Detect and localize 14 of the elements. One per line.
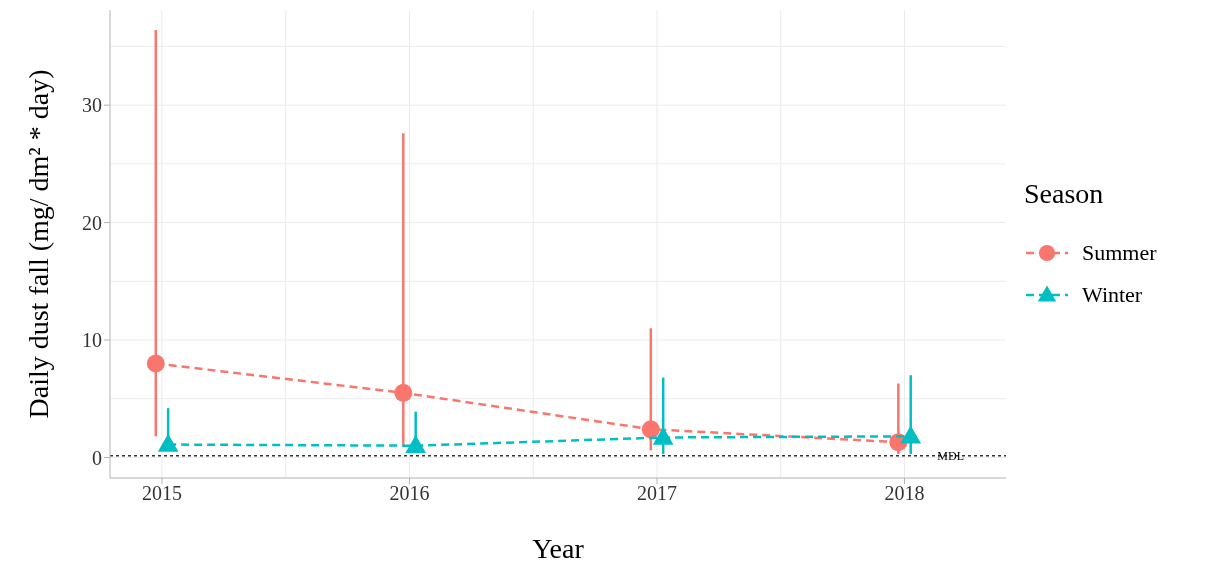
x-axis-title: Year — [532, 533, 585, 564]
y-tick-label: 20 — [82, 211, 102, 234]
x-tick-label: 2017 — [637, 482, 678, 505]
legend-label: Summer — [1082, 240, 1157, 266]
x-tick-label: 2015 — [141, 482, 182, 505]
legend-title: Season — [1024, 178, 1105, 210]
y-axis-title: Daily dust fall (mg/ dm² * day) — [22, 69, 54, 419]
y-tick-label: 0 — [92, 446, 102, 469]
ref-line-label: MDL — [937, 448, 964, 463]
y-tick-label: 10 — [82, 329, 102, 352]
legend-label: Winter — [1082, 282, 1143, 308]
y-tick-label: 30 — [82, 94, 102, 117]
x-tick-label: 2018 — [884, 482, 925, 505]
x-tick-label: 2016 — [389, 482, 430, 505]
